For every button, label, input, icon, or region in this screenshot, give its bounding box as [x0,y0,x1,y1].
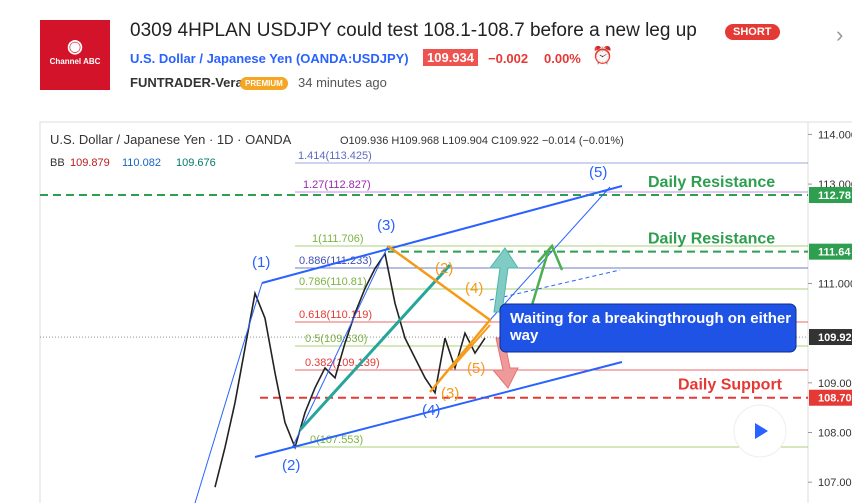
change: −0.002 [488,51,529,66]
price-tick-label: 111.000 [818,278,852,290]
symbol[interactable]: U.S. Dollar / Japanese Yen (OANDA:USDJPY… [130,51,409,66]
fib-label: 1(111.706) [312,233,364,245]
price-tick-label: 114.000 [818,129,852,141]
wave-label: (2) [435,260,453,277]
logo-text: Channel ABC [49,57,101,66]
fib-label: 0.618(110.119) [299,309,372,321]
level-tag [809,389,852,406]
fib-labels: 1.414(113.425) 1.27(112.827) 1(111.706) … [298,150,380,446]
level-tag-label: 108.70 [818,393,852,405]
fib-label: 1.27(112.827) [303,179,371,191]
wave-label: (4) [422,402,440,419]
fib-label: 0.5(109.630) [305,333,367,345]
callout: Waiting for a breakingthrough on either … [510,310,792,344]
wave-label: (4) [465,280,483,297]
logo[interactable]: ◉ Channel ABC [40,20,110,90]
callout-text: Waiting for a breakingthrough on either … [510,310,792,344]
last-price-tag [809,329,852,346]
last-price-label: 109.92 [818,332,852,344]
level-text: Daily Resistance [648,174,775,191]
level-tag-label: 112.78 [818,190,851,202]
price: 109.934 [423,49,478,66]
wave-label: (3) [441,385,459,402]
wave-label: (3) [377,217,395,234]
bb-value: 109.879 [70,157,110,169]
author[interactable]: FUNTRADER-Vera [130,75,243,90]
fib-label: 0.786(110.81) [299,276,367,288]
fib-label: 0.382(109.139) [305,357,380,369]
premium-badge: PREMIUM [240,77,288,90]
price-tick-label: 109.000 [818,378,852,390]
alarm-icon[interactable]: ⏰ [592,46,614,65]
wave-label: (5) [467,360,485,377]
level-tag-label: 111.64 [818,247,851,259]
callout-box [499,303,797,353]
price-tick-label: 108.000 [818,428,852,440]
wave-labels: (1) (2) (3) (4) (5) [252,164,607,474]
level-tag [809,243,852,260]
price-line [214,251,486,488]
fib-label: 1.414(113.425) [298,150,372,162]
wave-label: (2) [282,457,300,474]
fib-label: 0(107.553) [310,434,363,446]
wave-label: (1) [252,254,270,271]
menu[interactable]: › [836,22,844,47]
title: 0309 4HPLAN USDJPY could test 108.1-108.… [130,20,697,41]
wave-labels-orange: (2) (4) (5) (3) [435,260,485,402]
time: 34 minutes ago [298,75,387,90]
bb-value: 109.676 [176,157,216,169]
legend: U.S. Dollar / Japanese Yen · 1D · OANDA [50,132,292,147]
chart-frame [39,121,852,503]
fib-lines [295,162,808,448]
level-text: Daily Support [678,377,783,394]
ohlc: O109.936 H109.968 L109.904 C109.922 −0.0… [340,135,624,147]
price-tick-label: 107.000 [818,477,852,489]
short-badge: SHORT [725,24,780,40]
bb-label: BB [50,157,65,169]
play-icon [755,423,768,439]
level-text: Daily Resistance [648,231,775,248]
bb-value: 110.082 [122,157,161,169]
change-pct: 0.00% [544,51,581,66]
level-tag [809,187,852,204]
wave-label: (5) [589,164,607,181]
